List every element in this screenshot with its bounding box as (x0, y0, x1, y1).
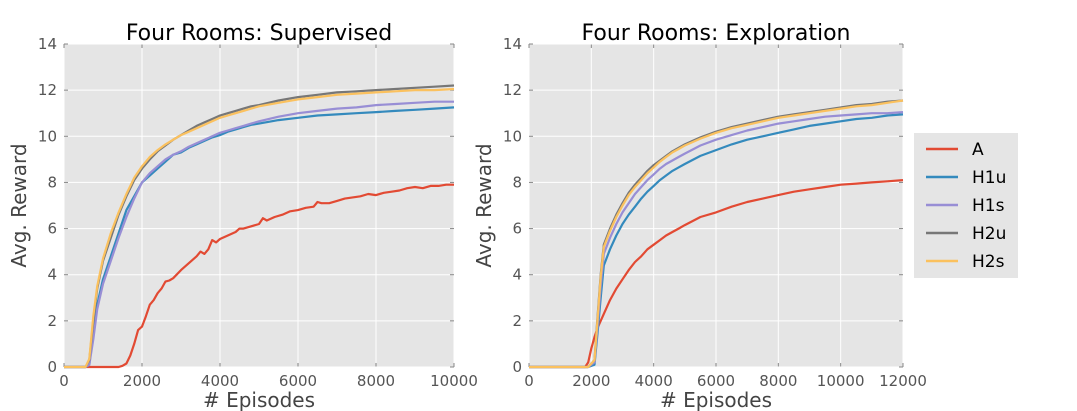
series-line-H1u (529, 113, 904, 369)
y-tick-label: 4 (512, 266, 522, 284)
series-line-H1s (64, 100, 454, 369)
y-tick-label: 6 (47, 220, 57, 238)
series-line-H2s (64, 87, 455, 369)
y-tick-label: 0 (47, 358, 57, 376)
y-tick-label: 12 (38, 81, 57, 99)
x-tick-label: 6000 (279, 372, 317, 390)
y-tick-label: 6 (512, 220, 522, 238)
chart-panel-2: 0 2000 4000 6000 8000 10000 12000 0 2 4 6 8 10 12 14 Fo… (472, 21, 927, 411)
x-tick-label: 2000 (572, 372, 610, 390)
legend-label-H1s: H1s (972, 196, 1005, 216)
y-tick-label: 8 (47, 173, 57, 191)
x-tick-label: 8000 (357, 372, 395, 390)
y-tick-label: 12 (503, 81, 522, 99)
x-tick-label: 12000 (879, 372, 927, 390)
y-tick-label: 10 (38, 127, 57, 145)
chart-title: Four Rooms: Exploration (582, 21, 851, 46)
legend-label-H1u: H1u (972, 168, 1006, 188)
x-tick-label: 0 (59, 372, 69, 390)
legend-label-H2s: H2s (972, 252, 1005, 272)
chart-title: Four Rooms: Supervised (126, 21, 392, 46)
x-tick-label: 4000 (201, 372, 239, 390)
y-axis-label: Avg. Reward (7, 143, 31, 267)
x-tick-label: 10000 (817, 372, 865, 390)
x-tick-label: 8000 (759, 372, 797, 390)
legend-label-A: A (972, 140, 984, 160)
y-tick-label: 10 (503, 127, 522, 145)
x-tick-label: 6000 (697, 372, 735, 390)
x-axis-label: # Episodes (660, 388, 772, 411)
y-tick-label: 4 (47, 266, 57, 284)
x-axis-label: # Episodes (203, 388, 315, 411)
y-tick-label: 14 (38, 35, 57, 53)
y-axis-label: Avg. Reward (472, 143, 496, 267)
x-tick-label: 0 (524, 372, 534, 390)
y-tick-label: 14 (503, 35, 522, 53)
series-line-A (64, 183, 454, 369)
legend-label-H2u: H2u (972, 224, 1006, 244)
y-tick-label: 2 (512, 312, 522, 330)
y-tick-label: 2 (47, 312, 57, 330)
x-tick-label: 2000 (123, 372, 161, 390)
series-line-H1s (529, 111, 904, 369)
series-line-A (529, 179, 904, 369)
y-tick-label: 8 (512, 173, 522, 191)
chart-panel-1: 0 2000 4000 6000 8000 10000 0 2 4 6 8 10 12 14 Four Ro… (7, 21, 478, 411)
series-line-H2s (529, 99, 904, 369)
y-tick-label: 0 (512, 358, 522, 376)
legend: A H1u H1s H2u H2s (914, 133, 1018, 278)
x-tick-label: 10000 (430, 372, 478, 390)
series-line-H2u (64, 84, 455, 369)
x-tick-label: 4000 (635, 372, 673, 390)
